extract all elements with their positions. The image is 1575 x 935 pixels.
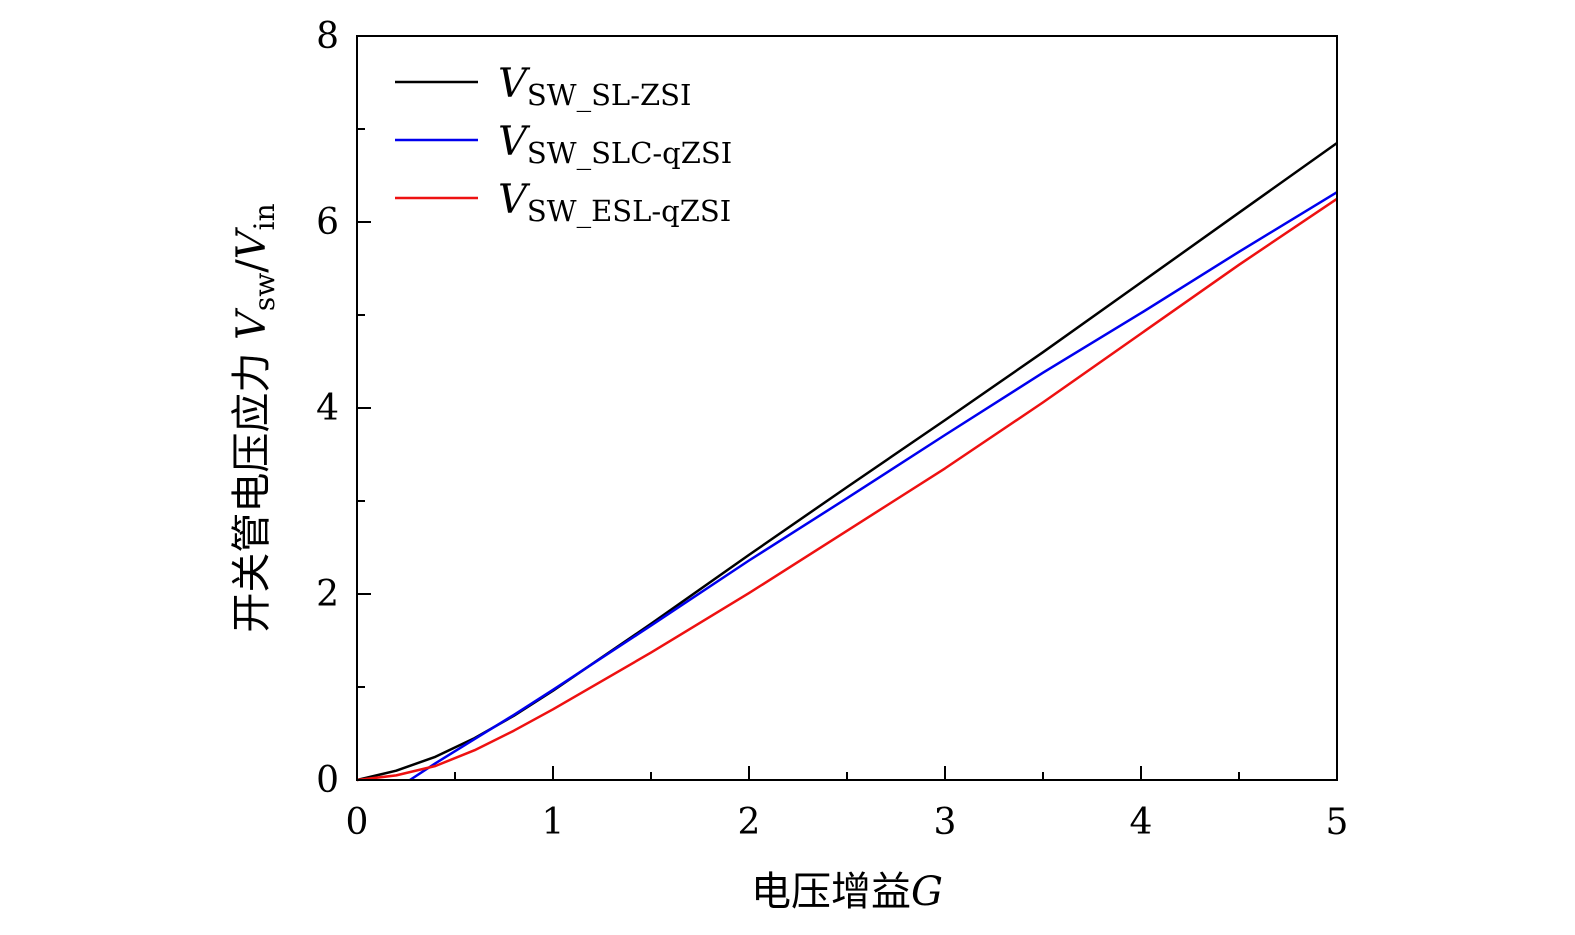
x-tick-label: 2 [738, 802, 761, 843]
y-tick-label: 2 [316, 574, 339, 615]
legend-symbol: V [498, 177, 531, 223]
legend-symbol: V [498, 61, 531, 107]
y-tick-label: 8 [316, 16, 339, 57]
y-axis-title-sub-sw: sw [248, 273, 281, 311]
legend-subscript: SW_ESL-qZSI [527, 194, 731, 229]
legend-label-sl-zsi: VSW_SL-ZSI [498, 61, 691, 113]
x-tick-label: 0 [346, 802, 369, 843]
legend-subscript: SW_SLC-qZSI [527, 136, 732, 171]
y-axis-title-v2: V [229, 226, 275, 259]
y-axis-title-slash: / [229, 259, 275, 273]
y-axis-title-sub-in: in [248, 203, 281, 230]
x-tick-label: 5 [1326, 802, 1349, 843]
series-line-1 [409, 191, 1338, 782]
plot-frame [356, 35, 1338, 781]
y-tick-label: 4 [316, 388, 339, 429]
legend-label-slc-qzsi: VSW_SLC-qZSI [498, 119, 732, 171]
x-axis-title-text: 电压增益 [751, 869, 911, 915]
y-axis-title-text: 开关管电压应力 [229, 340, 275, 633]
legend-symbol: V [498, 119, 531, 165]
y-tick-label: 6 [316, 202, 339, 243]
y-axis-title: 开关管电压应力 Vsw/Vin [229, 203, 281, 632]
x-tick-label: 3 [934, 802, 957, 843]
series-line-0 [356, 141, 1338, 782]
series-line-2 [356, 197, 1338, 782]
tick-label-layer: 0 1 2 3 4 5 0 2 4 6 8 [316, 16, 1348, 843]
legend: VSW_SL-ZSI VSW_SLC-qZSI VSW_ESL-qZSI [395, 61, 732, 229]
y-axis-title-v1: V [229, 307, 275, 340]
x-tick-label: 4 [1130, 802, 1153, 843]
legend-label-esl-qzsi: VSW_ESL-qZSI [498, 177, 731, 229]
y-tick-label: 0 [316, 760, 339, 801]
series-layer [356, 141, 1338, 782]
legend-subscript: SW_SL-ZSI [527, 78, 692, 113]
x-axis-title-symbol: G [911, 869, 943, 915]
x-tick-label: 1 [542, 802, 565, 843]
x-axis-title: 电压增益G [751, 869, 943, 915]
